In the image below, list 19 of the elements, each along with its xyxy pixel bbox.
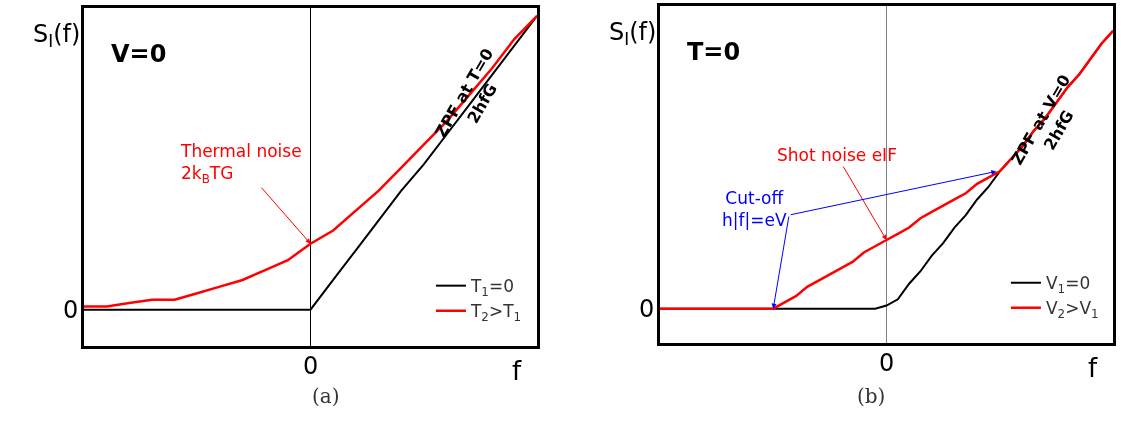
annotation: Shot noise eIF	[777, 145, 897, 165]
x-axis-title: f	[1088, 353, 1098, 383]
x-axis-title: f	[512, 356, 522, 386]
legend-label: V$_{1}$=0	[1045, 273, 1091, 296]
annotation: T=0	[687, 38, 741, 66]
text: 0	[879, 349, 895, 377]
annotation: V=0	[111, 40, 167, 68]
legend-label: T$_{2}$>T$_{1}$	[469, 301, 522, 324]
text: 0	[303, 352, 319, 380]
annotation: Thermal noise 2k$_{B}$TG	[180, 141, 302, 186]
y-axis-title: S$_{I}$(f)	[609, 18, 657, 50]
annotation: Cut-off h|f|=eV	[722, 188, 787, 231]
text: 0	[639, 295, 655, 323]
legend-label: V$_{2}$>V$_{1}$	[1045, 298, 1099, 321]
y-axis-title: S$_{I}$(f)	[33, 20, 81, 52]
text: 0	[63, 296, 79, 324]
text: (a)	[312, 384, 340, 408]
legend-label: T$_{1}$=0	[469, 276, 514, 299]
text: (b)	[857, 384, 886, 408]
